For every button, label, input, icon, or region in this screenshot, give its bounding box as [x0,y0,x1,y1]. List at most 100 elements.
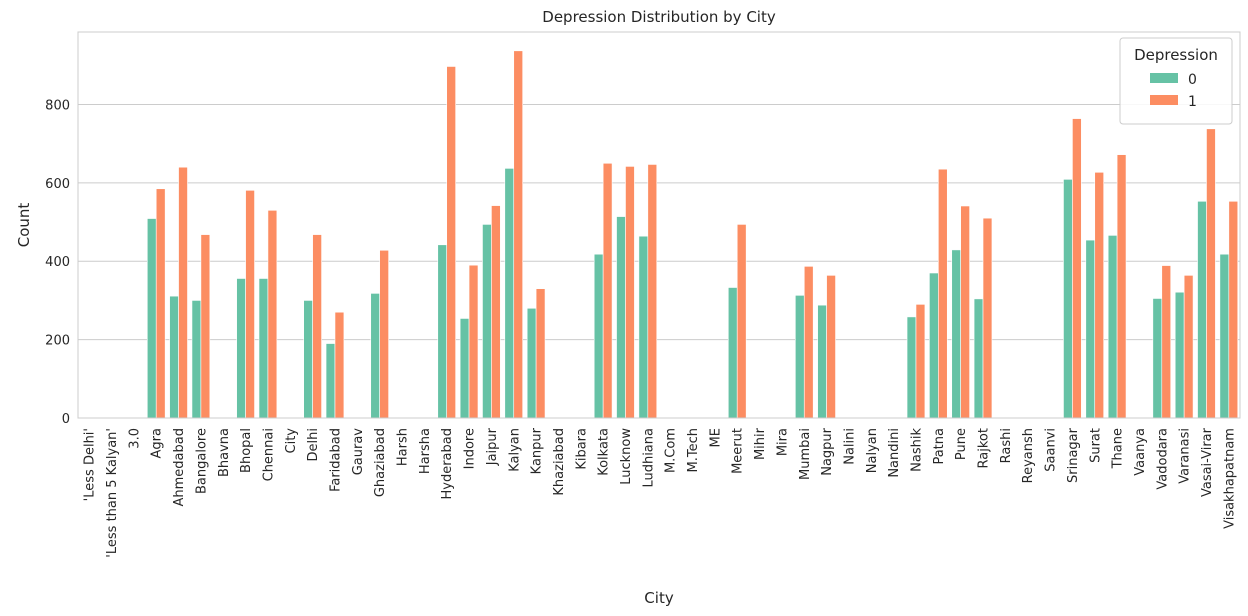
x-tick-label: Bhopal [239,428,254,473]
x-tick-label: 'Less Delhi' [83,428,98,501]
bar-0-Kanpur [526,307,537,419]
x-tick-label: Thane [1111,428,1126,469]
legend-label-0: 0 [1188,72,1197,88]
bar-0-Nagpur [817,304,827,419]
bar-0-Mumbai [795,295,805,419]
y-tick-label: 800 [45,98,70,113]
x-tick-label: Meerut [731,428,746,474]
bar-1-Hyderabad [446,66,456,419]
x-tick-label: Kanpur [530,427,545,474]
x-tick-label: Nandini [887,428,902,478]
plot-frame [77,31,1241,419]
x-tick-label: Ahmedabad [172,428,187,506]
bar-0-Lucknow [616,216,626,419]
x-tick-label: Nashik [909,428,924,472]
x-tick-label: Chennai [261,428,276,481]
bar-1-Pune [960,205,970,419]
x-tick-label: Jaipur [485,427,500,466]
x-tick-label: M.Tech [686,428,701,472]
x-tick-label: Mihir [753,427,768,460]
bar-1-Mumbai [803,266,814,419]
bar-1-Nashik [915,304,926,419]
x-tick-label: Faridabad [328,428,343,492]
bar-1-Agra [155,188,166,419]
x-tick-label: Reyansh [1021,428,1036,483]
bar-0-Meerut [727,287,738,419]
bar-0-Delhi [303,300,313,419]
x-tick-label: Saanvi [1044,428,1059,472]
x-tick-label: Harsha [418,428,433,474]
x-tick-label: Varanasi [1178,428,1193,484]
bar-0-Vadodara [1152,298,1163,419]
bar-0-Ghaziabad [370,293,380,419]
bar-1-Ghaziabad [379,249,389,419]
x-tick-label: Vasai-Virar [1200,427,1215,497]
x-tick-label: Mumbai [798,428,813,480]
bar-1-Varanasi [1183,275,1194,419]
x-tick-label: Srinagar [1066,427,1081,483]
bar-0-Visakhapatnam [1219,253,1230,419]
x-tick-label: Bangalore [194,428,209,494]
bar-1-Ahmedabad [178,166,188,419]
legend-label-1: 1 [1188,94,1197,110]
bar-0-Chennai [258,278,269,419]
x-tick-label: Rashi [999,428,1014,463]
bar-0-Bangalore [191,300,202,419]
bar-1-Meerut [736,224,747,419]
bar-0-Thane [1107,235,1118,419]
x-tick-label: Kalyan [507,428,522,472]
bar-0-Faridabad [325,343,336,419]
x-tick-label: Mira [775,428,790,456]
bar-0-Pune [951,249,961,419]
x-tick-label: Patna [932,428,947,465]
bar-1-Bangalore [200,234,211,419]
y-tick-label: 200 [45,334,70,349]
bar-0-Agra [146,218,157,419]
x-tick-label: Pune [954,428,969,460]
chart-title: Depression Distribution by City [542,8,776,26]
bar-1-Srinagar [1072,118,1082,419]
bar-1-Chennai [267,210,278,419]
x-tick-label: Bhavna [217,428,232,477]
bar-0-Hyderabad [437,244,448,419]
x-tick-label: Hyderabad [440,428,455,500]
bar-1-Nagpur [826,275,836,419]
x-axis-ticks: 'Less Delhi' 'Less than 5 Kalyan' 3.0 Agra A… [83,427,1238,557]
x-tick-label: Khaziabad [552,428,567,496]
x-tick-label: Ghaziabad [373,428,388,497]
bar-1-Faridabad [334,311,345,419]
bar-1-Ludhiana [647,164,658,419]
bar-1-Bhopal [245,190,255,419]
legend-title: Depression [1134,46,1218,64]
bar-0-Kalyan [504,168,515,419]
bar-1-Delhi [312,234,322,419]
x-tick-label: Vaanya [1133,428,1148,476]
x-tick-label: Ludhiana [641,428,656,488]
legend-swatch-1 [1150,95,1178,105]
x-tick-label: Lucknow [619,428,634,485]
bar-1-Lucknow [625,166,635,419]
legend-swatch-0 [1150,73,1178,83]
bars [88,50,1239,419]
x-tick-label: Vadodara [1155,428,1170,490]
bar-1-Visakhapatnam [1228,200,1239,419]
y-tick-label: 600 [45,177,70,192]
bar-1-Vasai-Virar [1206,128,1216,419]
y-tick-label: 400 [45,255,70,270]
y-axis-ticks: 0 200 400 600 800 [45,98,70,427]
y-axis-label: Count [15,203,33,248]
x-tick-label: Kolkata [597,428,612,476]
bar-1-Kanpur [535,288,546,419]
x-tick-label: Harsh [396,428,411,466]
bar-0-Indore [459,318,470,419]
x-tick-label: Rajkot [977,428,992,468]
x-tick-label: City [284,428,299,454]
bar-1-Indore [468,264,479,419]
bar-0-Nashik [906,316,917,419]
bar-0-Varanasi [1174,291,1185,419]
x-tick-label: M.Com [664,428,679,473]
bar-1-Thane [1116,154,1127,419]
bar-1-Patna [938,168,948,419]
